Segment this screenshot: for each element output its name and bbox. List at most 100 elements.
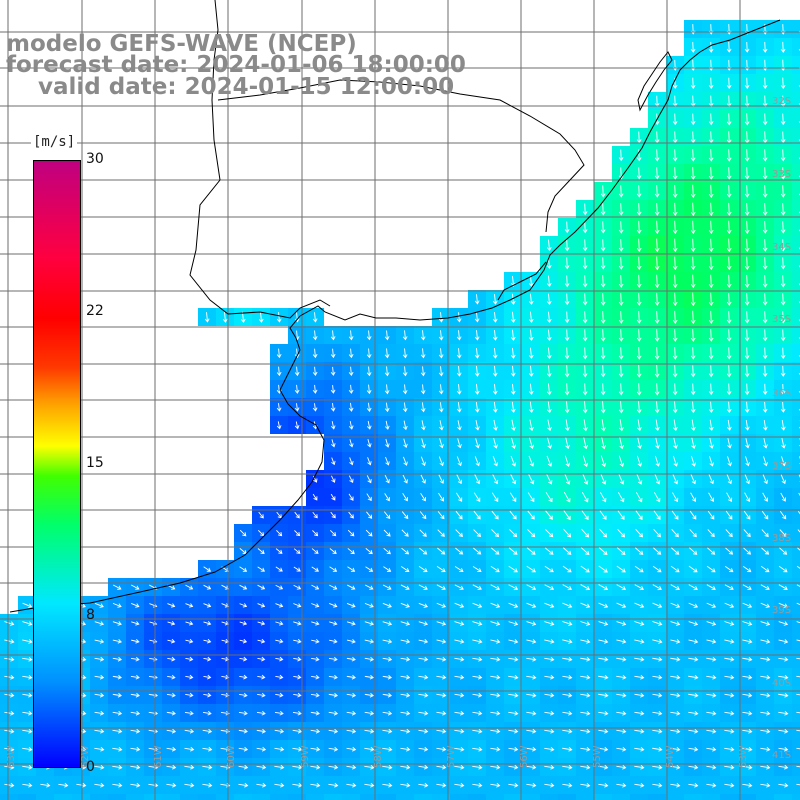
wind-arrow [690,474,697,485]
border-outline [189,0,331,319]
wind-arrow [276,312,282,323]
wind-arrow [601,419,606,432]
wind-arrow [330,493,336,501]
wind-arrow [778,746,789,752]
wind-arrow [706,621,717,626]
wind-arrow [311,566,319,572]
wind-direction-arrows [4,24,800,788]
wind-arrow [744,474,751,485]
wind-arrow [778,782,789,788]
wind-arrow [474,474,481,485]
wind-arrow [455,529,463,537]
wind-arrow [796,729,800,732]
wind-arrow [438,492,445,502]
wind-arrow [742,584,752,590]
wind-arrow [760,656,771,662]
wind-arrow [744,220,750,234]
wind-arrow [562,639,573,644]
wind-arrow [365,566,374,572]
latitude-label: 34S [772,242,791,253]
wind-cell [792,218,800,236]
wind-arrow [492,311,498,323]
border-outline-east [217,79,585,233]
wind-arrow [600,311,606,324]
wind-arrow [364,674,374,680]
wind-arrow [546,293,552,306]
wind-arrow [510,365,516,377]
wind-arrow [364,782,375,788]
wind-arrow [653,547,662,555]
wind-arrow [509,529,518,538]
wind-cell [792,20,800,38]
wind-arrow [167,674,176,680]
wind-arrow [796,675,800,678]
wind-arrow [634,782,645,788]
wind-arrow [293,603,302,608]
wind-arrow [310,782,321,788]
wind-cell [432,794,450,800]
wind-arrow [546,473,553,485]
wind-cell [792,164,800,182]
wind-arrow [724,639,735,644]
wind-arrow [583,437,588,450]
wind-arrow [492,401,498,413]
wind-arrow [726,492,733,503]
wind-arrow [580,710,591,716]
wind-arrow [166,710,176,716]
wind-cell [792,614,800,632]
latitude-label: 37S [772,461,791,472]
wind-arrow [508,639,519,644]
longitude-label: 59W [300,745,311,768]
wind-arrow [652,782,663,788]
wind-arrow [203,621,212,626]
wind-arrow [203,656,212,662]
wind-arrow [257,548,265,555]
wind-arrow [778,621,789,626]
wind-arrow [347,529,355,537]
wind-arrow [778,639,789,644]
wind-arrow [474,365,480,377]
wind-arrow [742,746,753,752]
wind-arrow [508,674,519,680]
wind-arrow [526,710,537,716]
wind-arrow [724,728,735,734]
wind-arrow [436,621,447,626]
wind-arrow [598,547,608,556]
wind-arrow [4,656,15,662]
wind-arrow [654,473,661,485]
wind-arrow [456,474,463,485]
wind-arrow [382,621,393,626]
wind-arrow [546,311,552,324]
wind-arrow [420,348,426,359]
wind-arrow [418,764,429,770]
wind-arrow [22,674,33,680]
wind-arrow [598,602,609,609]
wind-arrow [400,782,411,788]
wind-arrow [202,710,212,716]
wind-arrow [274,764,285,770]
wind-arrow [94,746,105,752]
wind-cell [216,794,234,800]
wind-arrow [166,746,177,752]
wind-cell [756,794,774,800]
wind-arrow [384,330,390,341]
wind-arrow [348,402,354,412]
wind-arrow [600,203,606,216]
wind-arrow [636,185,642,198]
wind-arrow [508,692,519,698]
wind-arrow [636,238,642,253]
wind-arrow [382,674,393,680]
wind-arrow [131,584,140,590]
wind-arrow [473,547,482,555]
wind-arrow [742,782,753,788]
wind-arrow [420,402,426,413]
wind-arrow [365,529,373,537]
wind-cell [72,794,90,800]
wind-cell [792,632,800,650]
wind-arrow [582,473,589,485]
wind-arrow [796,584,800,587]
wind-cell [558,794,576,800]
forecast-date: forecast date: 2024-01-06 18:00:00 [6,52,466,78]
wind-arrow [598,764,609,770]
wind-arrow [203,566,212,572]
